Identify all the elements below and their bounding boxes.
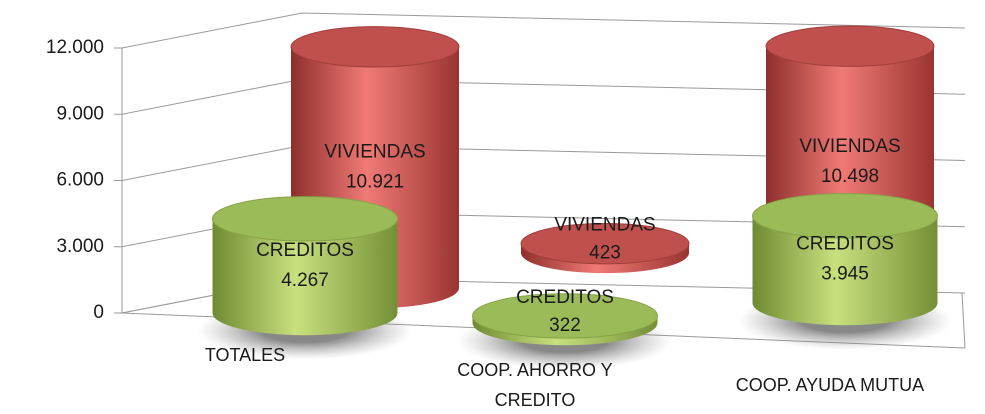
y-tick-label: 0	[93, 302, 104, 323]
data-label: 10.498	[821, 166, 879, 187]
data-label: 10.921	[346, 171, 404, 192]
data-label-name: VIVIENDAS	[324, 141, 425, 162]
floor-right	[961, 292, 966, 349]
data-label: 3.945	[821, 263, 869, 284]
x-tick-label: COOP. AHORRO Y CREDITO	[457, 360, 613, 410]
y-tick-label: 12.000	[46, 37, 104, 58]
data-label: 423	[589, 243, 621, 264]
cylinder	[212, 218, 398, 336]
cylinder-top	[752, 193, 938, 239]
cylinder-top	[290, 26, 460, 68]
data-label: 4.267	[281, 270, 329, 291]
y-tick-label: 6.000	[56, 170, 104, 191]
data-label-name: VIVIENDAS	[554, 215, 655, 236]
data-label-name: CREDITOS	[796, 233, 894, 254]
x-tick-label: TOTALES	[204, 345, 286, 365]
cylinder-top	[520, 222, 690, 265]
data-label-name: VIVIENDAS	[799, 136, 900, 157]
data-label-name: CREDITOS	[256, 240, 354, 261]
cylinder-top	[765, 25, 935, 67]
x-tick-label: COOP. AYUDA MUTUA	[735, 375, 925, 395]
y-tick-label: 3.000	[56, 236, 104, 257]
cylinder-top	[472, 293, 658, 339]
grid-line	[121, 12, 966, 49]
cylinder-top	[212, 196, 398, 242]
cylinder	[752, 215, 938, 326]
data-label-name: CREDITOS	[516, 287, 614, 308]
data-label: 322	[549, 315, 581, 336]
y-tick-label: 9.000	[56, 103, 104, 124]
